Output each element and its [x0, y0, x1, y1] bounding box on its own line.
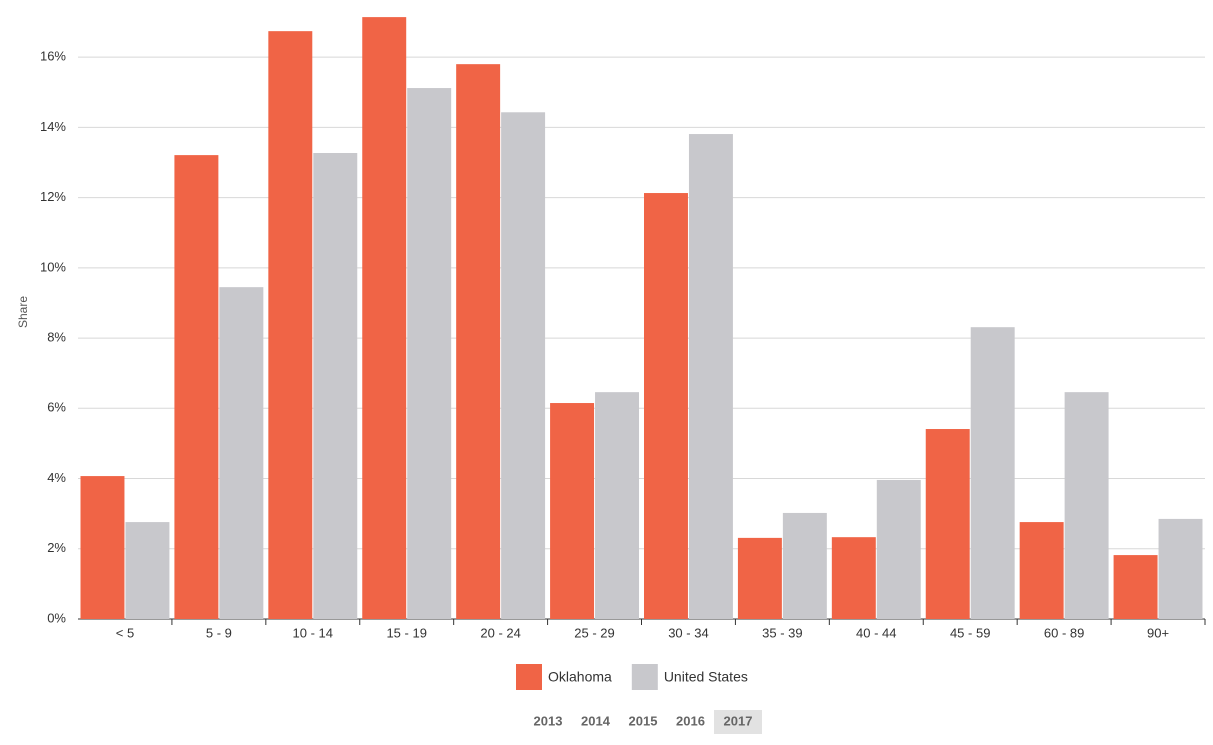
bar	[174, 155, 219, 619]
bar	[782, 512, 827, 619]
y-tick-label: 8%	[47, 330, 66, 345]
bar	[688, 134, 733, 619]
x-tick-label: 30 - 34	[668, 625, 708, 640]
y-tick-label: 6%	[47, 400, 66, 415]
x-tick-label: < 5	[116, 625, 134, 640]
bar	[1019, 522, 1064, 619]
bar	[737, 537, 782, 619]
bar	[831, 537, 876, 619]
bar	[219, 287, 264, 619]
legend-label: United States	[664, 669, 748, 685]
year-button[interactable]: 2015	[629, 713, 658, 728]
bar	[501, 112, 546, 619]
bar	[125, 522, 170, 619]
bar	[1064, 392, 1109, 619]
bar	[362, 17, 407, 619]
bar	[1113, 555, 1158, 619]
year-button[interactable]: 2014	[581, 713, 611, 728]
year-button[interactable]: 2016	[676, 713, 705, 728]
bar	[876, 479, 921, 619]
bar	[313, 153, 358, 620]
y-tick-label: 12%	[40, 189, 66, 204]
x-tick-label: 10 - 14	[293, 625, 333, 640]
year-button[interactable]: 2017	[724, 713, 753, 728]
y-tick-label: 14%	[40, 119, 66, 134]
bar	[970, 327, 1015, 619]
bar	[1158, 518, 1203, 619]
x-tick-label: 25 - 29	[574, 625, 614, 640]
legend-swatch	[631, 664, 658, 690]
legend-swatch	[516, 664, 542, 690]
x-tick-label: 5 - 9	[206, 625, 232, 640]
bar	[80, 476, 125, 619]
x-tick-label: 90+	[1147, 625, 1169, 640]
bar	[456, 64, 501, 620]
y-tick-label: 10%	[40, 259, 66, 274]
year-button[interactable]: 2013	[534, 713, 563, 728]
x-tick-label: 35 - 39	[762, 625, 802, 640]
bar	[595, 392, 639, 619]
year-selected-bg	[714, 710, 762, 734]
bar	[407, 88, 452, 619]
legend-label: Oklahoma	[548, 669, 612, 685]
x-tick-label: 60 - 89	[1044, 625, 1084, 640]
bar	[550, 403, 595, 619]
y-tick-label: 2%	[47, 540, 66, 555]
x-tick-label: 45 - 59	[950, 625, 990, 640]
y-tick-label: 4%	[47, 470, 66, 485]
y-axis-label: Share	[16, 296, 30, 328]
y-tick-label: 0%	[47, 610, 66, 625]
y-tick-label: 16%	[40, 49, 66, 64]
bar	[268, 31, 313, 619]
bar	[925, 429, 970, 619]
bar	[644, 193, 688, 619]
x-tick-label: 15 - 19	[386, 625, 426, 640]
x-tick-label: 40 - 44	[856, 625, 896, 640]
x-tick-label: 20 - 24	[480, 625, 520, 640]
